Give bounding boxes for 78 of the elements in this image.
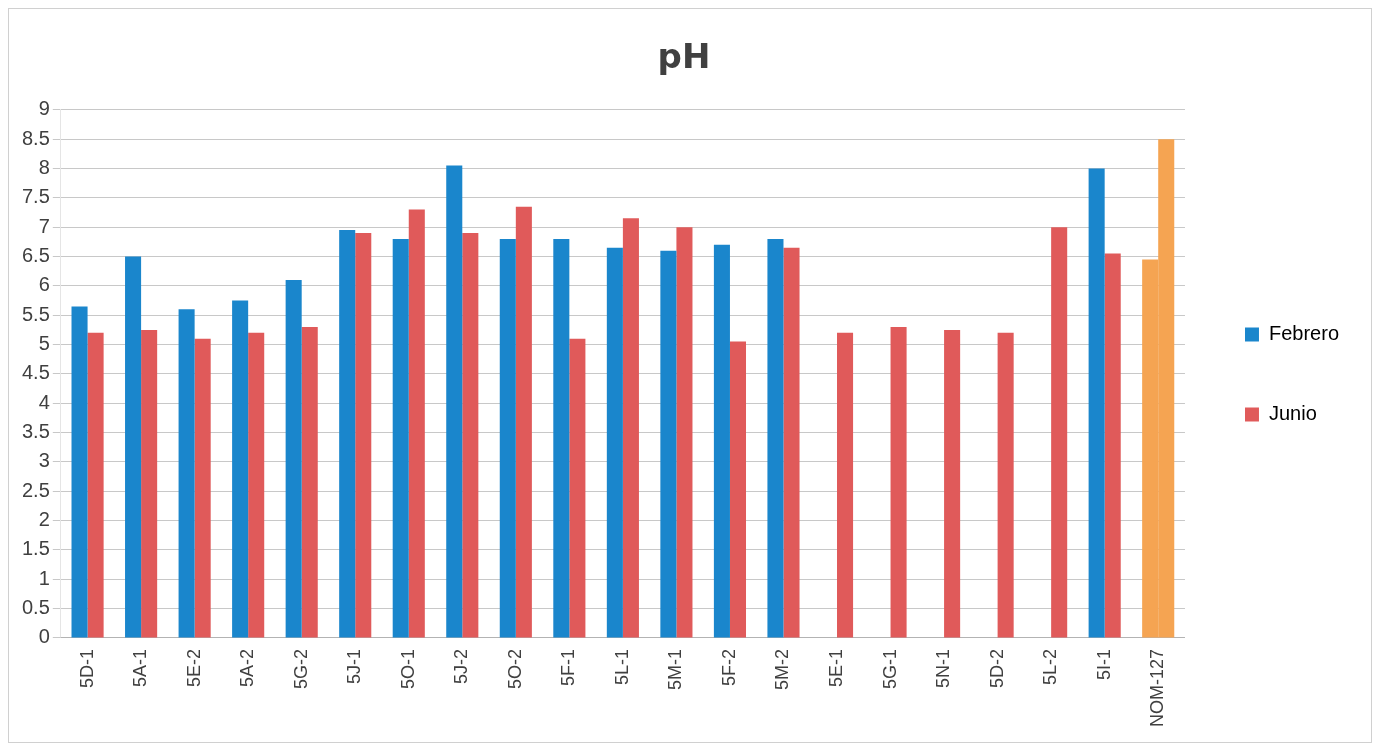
bar bbox=[606, 247, 623, 638]
x-tick-label: 5L-2 bbox=[1040, 648, 1061, 686]
bar bbox=[248, 332, 265, 638]
bar bbox=[446, 165, 463, 638]
chart-title: pH bbox=[657, 36, 711, 77]
bar bbox=[125, 256, 142, 638]
x-tick-label: 5G-2 bbox=[290, 648, 311, 690]
x-tick-label: 5N-1 bbox=[933, 648, 954, 688]
bar bbox=[87, 332, 104, 638]
y-tick-label: 0 bbox=[38, 625, 50, 648]
y-tick-label: 1.5 bbox=[21, 537, 50, 560]
bar bbox=[713, 244, 730, 638]
x-tick-label: 5O-2 bbox=[504, 648, 525, 690]
x-tick-label: 5O-1 bbox=[397, 648, 418, 690]
y-tick-label: 1 bbox=[38, 566, 50, 589]
bar bbox=[232, 300, 249, 638]
bar bbox=[783, 247, 800, 638]
y-tick-label: 5.5 bbox=[21, 302, 50, 325]
bar bbox=[71, 306, 88, 638]
bar bbox=[1051, 227, 1068, 638]
x-tick-label: 5E-2 bbox=[183, 648, 204, 688]
x-tick-label: 5A-1 bbox=[130, 648, 151, 688]
bar bbox=[178, 309, 195, 638]
y-tick-label: 7.5 bbox=[21, 185, 50, 208]
y-tick-label: 9 bbox=[38, 97, 50, 120]
x-tick-label: NOM-127 bbox=[1147, 648, 1168, 728]
y-tick-label: 8 bbox=[38, 156, 50, 178]
y-tick-label: 6.5 bbox=[21, 244, 50, 267]
bar bbox=[392, 238, 409, 638]
bar bbox=[767, 238, 784, 638]
y-tick-label: 8.5 bbox=[21, 126, 50, 149]
x-tick-label: 5J-1 bbox=[344, 648, 365, 684]
x-tick-label: 5A-2 bbox=[237, 648, 258, 688]
x-tick-label: 5I-1 bbox=[1093, 648, 1114, 681]
bar bbox=[355, 233, 372, 638]
y-tick-label: 4.5 bbox=[21, 361, 50, 384]
y-tick-label: 7 bbox=[38, 214, 50, 237]
y-tick-label: 6 bbox=[38, 273, 50, 296]
x-tick-label: 5D-2 bbox=[986, 648, 1007, 688]
y-tick-label: 5 bbox=[38, 332, 50, 355]
y-tick-label: 2.5 bbox=[21, 478, 50, 501]
bar bbox=[301, 326, 318, 638]
legend-label: Junio bbox=[1268, 402, 1317, 425]
bar bbox=[339, 230, 356, 638]
bar bbox=[1104, 253, 1121, 638]
bar bbox=[676, 227, 693, 638]
x-tick-label: 5F-1 bbox=[558, 648, 579, 686]
bar bbox=[660, 250, 677, 638]
bar bbox=[499, 238, 516, 638]
x-tick-label: 5J-2 bbox=[451, 648, 472, 684]
bar bbox=[622, 218, 639, 638]
x-tick-label: 5G-1 bbox=[879, 648, 900, 690]
bar bbox=[141, 329, 158, 638]
bar bbox=[569, 338, 586, 638]
bar bbox=[729, 341, 747, 638]
x-tick-label: 5E-1 bbox=[825, 648, 846, 688]
x-tick-label: 5L-1 bbox=[611, 648, 632, 686]
bar bbox=[997, 332, 1014, 638]
bar bbox=[890, 326, 907, 638]
y-tick-label: 0.5 bbox=[21, 596, 50, 619]
x-tick-label: 5M-1 bbox=[665, 648, 686, 690]
y-tick-label: 4 bbox=[38, 390, 50, 413]
y-tick-label: 3 bbox=[38, 449, 50, 472]
bar bbox=[194, 338, 211, 638]
y-tick-label: 3.5 bbox=[21, 420, 50, 443]
bar bbox=[1088, 168, 1105, 638]
legend-label: Febrero bbox=[1268, 322, 1339, 345]
bar bbox=[553, 238, 570, 638]
y-tick-label: 2 bbox=[38, 508, 50, 531]
bar bbox=[837, 332, 854, 638]
x-tick-label: 5F-2 bbox=[718, 648, 739, 686]
x-tick-label: 5M-2 bbox=[772, 648, 793, 690]
bar bbox=[515, 206, 532, 638]
bar bbox=[285, 279, 302, 638]
x-tick-label: 5D-1 bbox=[76, 648, 97, 688]
bar bbox=[944, 329, 961, 638]
bar bbox=[462, 233, 479, 638]
bar bbox=[408, 209, 425, 638]
